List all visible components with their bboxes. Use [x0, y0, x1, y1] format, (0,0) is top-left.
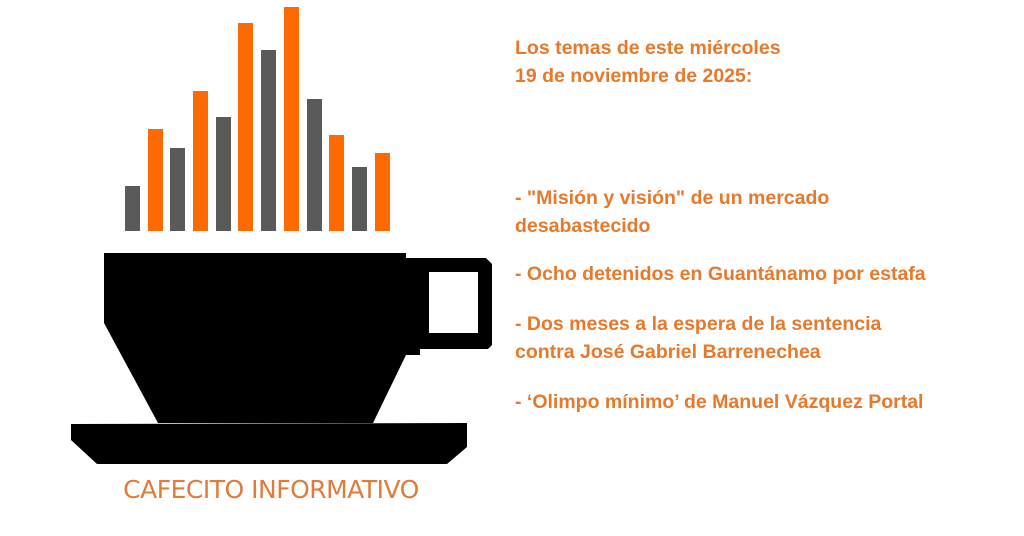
bar-orange: [238, 23, 253, 231]
bar-orange: [284, 7, 299, 231]
topic-line: - Dos meses a la espera de la sentencia: [515, 313, 882, 335]
bar-gray: [261, 50, 276, 231]
topic-line: desabastecido: [515, 215, 651, 237]
cafecito-logo: [71, 7, 492, 464]
cup-icon: [104, 253, 492, 423]
bar-gray: [352, 167, 367, 231]
headline-line2: 19 de noviembre de 2025:: [515, 65, 753, 87]
bar-gray: [307, 99, 322, 231]
bar-gray: [125, 186, 140, 231]
topic-line: - ‘Olimpo mínimo’ de Manuel Vázquez Port…: [515, 391, 924, 413]
bar-orange: [329, 135, 344, 231]
topic-line: - Ocho detenidos en Guantánamo por estaf…: [515, 263, 926, 285]
bar-orange: [148, 129, 163, 231]
saucer-icon: [71, 423, 467, 464]
topic-line: contra José Gabriel Barrenechea: [515, 341, 821, 363]
bar-orange: [375, 153, 390, 231]
brand-name: CAFECITO INFORMATIVO: [123, 475, 419, 504]
headline-line1: Los temas de este miércoles: [515, 37, 781, 59]
steam-bars: [125, 7, 390, 231]
bar-gray: [216, 117, 231, 231]
topic-line: - "Misión y visión" de un mercado: [515, 187, 830, 209]
bar-orange: [193, 91, 208, 231]
bar-gray: [170, 148, 185, 231]
